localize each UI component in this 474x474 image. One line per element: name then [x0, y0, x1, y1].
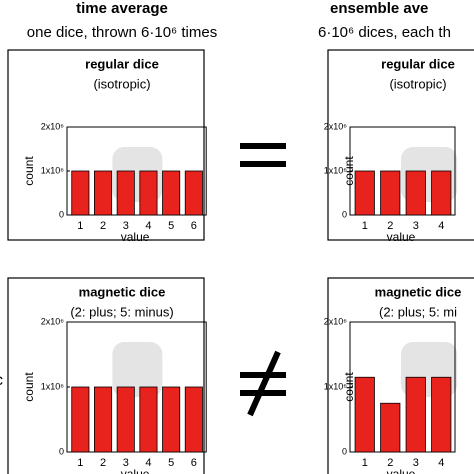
panel-subtitle: (2: plus; 5: minus) [70, 304, 173, 319]
bar [380, 170, 401, 216]
y-tick-label: 0 [59, 209, 64, 219]
bar [71, 170, 90, 216]
y-tick-label: 1x10⁶ [324, 381, 348, 391]
y-axis-label: count [22, 156, 36, 186]
x-tick-label: 1 [77, 457, 83, 469]
bar [162, 170, 181, 216]
bar [380, 402, 401, 453]
y-axis-label: count [342, 156, 356, 186]
bar [94, 386, 113, 453]
bar [184, 170, 203, 216]
y-tick-label: 2x10⁶ [41, 316, 65, 326]
panel-title: regular dice [381, 56, 455, 71]
column-title: time average [76, 0, 168, 17]
x-tick-label: 1 [362, 220, 368, 232]
bar [431, 170, 452, 216]
x-tick-label: 6 [191, 220, 197, 232]
y-tick-label: 1x10⁶ [324, 165, 348, 175]
panel-subtitle: (isotropic) [389, 76, 446, 91]
y-tick-label: 2x10⁶ [324, 316, 348, 326]
x-tick-label: 3 [413, 457, 419, 469]
panel-title: magnetic dice [79, 284, 166, 299]
x-tick-label: 1 [362, 457, 368, 469]
column-title: ensemble ave [330, 0, 428, 17]
y-tick-label: 2x10⁶ [41, 121, 65, 131]
panel-title: regular dice [85, 56, 159, 71]
panel-subtitle: (isotropic) [93, 76, 150, 91]
bar [116, 386, 135, 453]
x-tick-label: 5 [168, 220, 174, 232]
x-axis-label: value [121, 467, 150, 474]
x-tick-label: 4 [438, 220, 444, 232]
panel-subtitle: (2: plus; 5: mi [379, 304, 457, 319]
dice-image [112, 342, 163, 397]
y-tick-label: 0 [342, 209, 347, 219]
bar [405, 376, 426, 453]
x-axis-label: value [387, 230, 416, 244]
x-tick-label: 6 [191, 457, 197, 469]
bar [139, 386, 158, 453]
y-axis-label: count [342, 372, 356, 402]
bar [354, 170, 375, 216]
bar [162, 386, 181, 453]
x-tick-label: 3 [123, 457, 129, 469]
y-axis-label: count [22, 372, 36, 402]
bar [139, 170, 158, 216]
panel-title: magnetic dice [375, 284, 462, 299]
bar [116, 170, 135, 216]
bar [354, 376, 375, 453]
x-tick-label: 2 [100, 457, 106, 469]
bar [405, 170, 426, 216]
column-subtitle: 6·10⁶ dices, each th [318, 24, 451, 41]
bar [431, 376, 452, 453]
equals-sign [240, 143, 286, 167]
bar [184, 386, 203, 453]
x-tick-label: 4 [145, 457, 151, 469]
x-axis-label: value [121, 230, 150, 244]
column-subtitle: one dice, thrown 6·10⁶ times [27, 24, 217, 41]
bar [94, 170, 113, 216]
y-tick-label: 1x10⁶ [41, 381, 65, 391]
y-tick-label: 1x10⁶ [41, 165, 65, 175]
x-tick-label: 2 [387, 457, 393, 469]
x-tick-label: 1 [77, 220, 83, 232]
y-tick-label: 2x10⁶ [324, 121, 348, 131]
x-axis-label: value [387, 467, 416, 474]
x-tick-label: 2 [387, 220, 393, 232]
x-tick-label: 3 [413, 220, 419, 232]
x-tick-label: 4 [438, 457, 444, 469]
y-tick-label: 0 [342, 446, 347, 456]
panel-label: c [0, 372, 3, 389]
x-tick-label: 2 [100, 220, 106, 232]
x-tick-label: 4 [145, 220, 151, 232]
x-tick-label: 3 [123, 220, 129, 232]
not-equals-sign [240, 350, 286, 417]
x-tick-label: 5 [168, 457, 174, 469]
bar [71, 386, 90, 453]
y-tick-label: 0 [59, 446, 64, 456]
